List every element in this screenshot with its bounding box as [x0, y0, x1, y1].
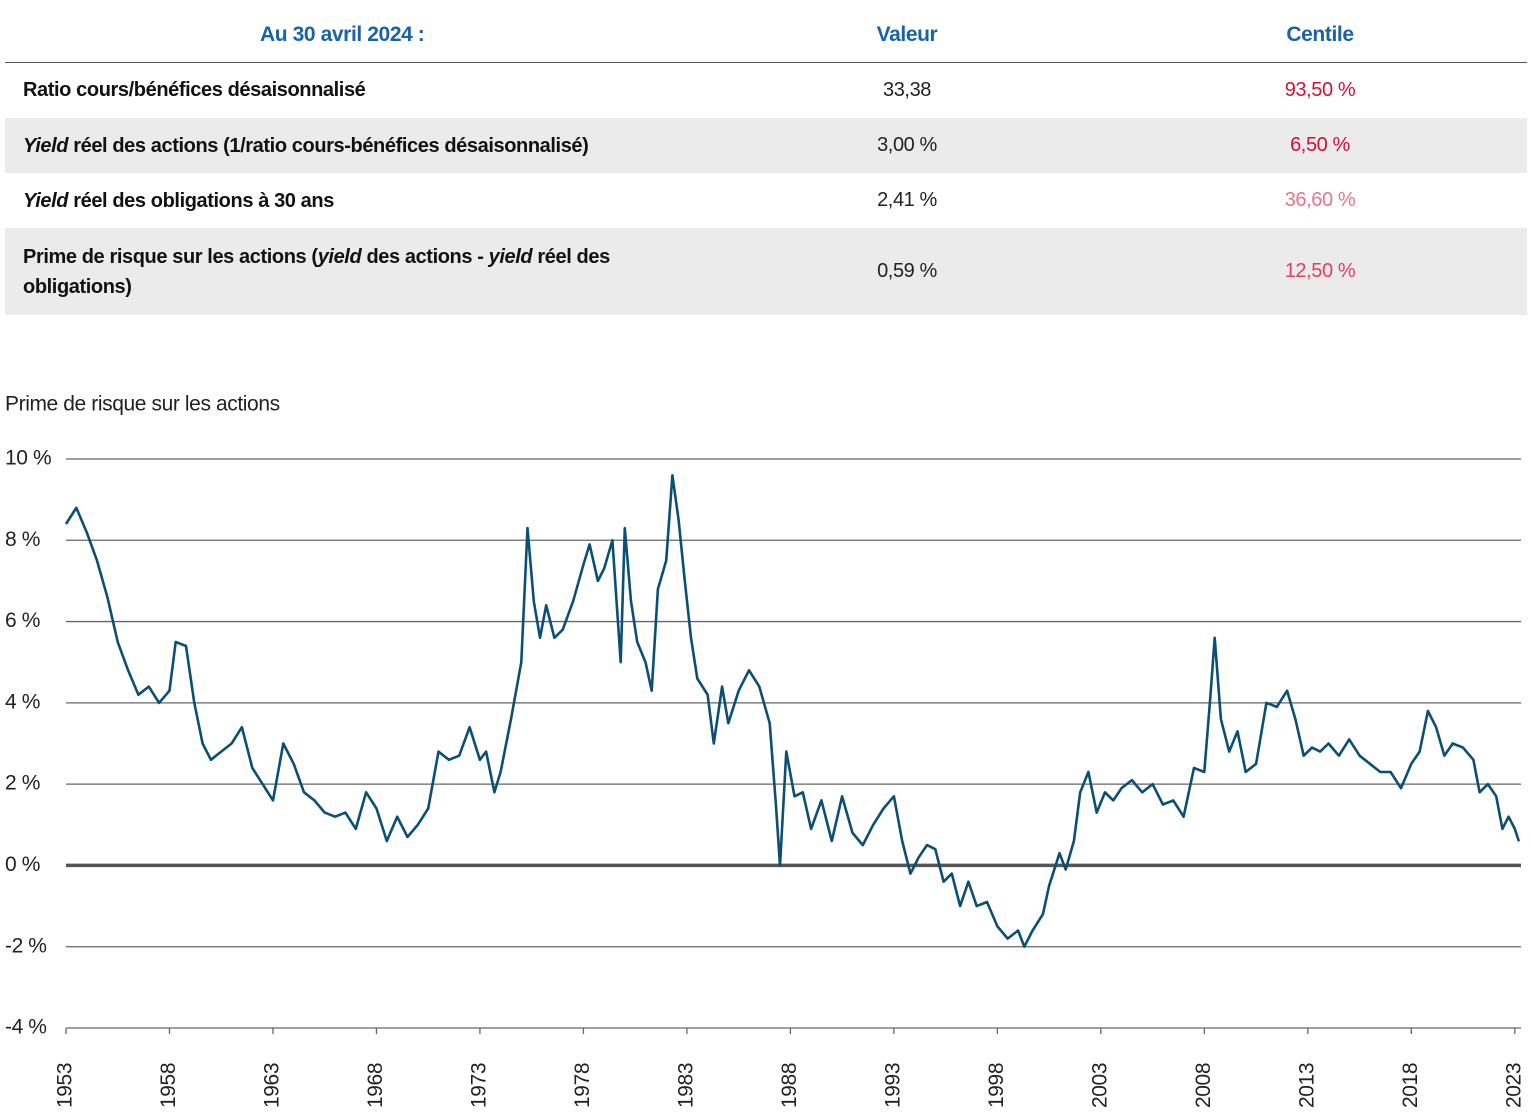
label-part: Yield: [23, 189, 69, 212]
label-part: Ratio cours/bénéfices désaisonnalisé: [23, 79, 366, 101]
y-tick-label: -4 %: [5, 1016, 47, 1039]
row-centile: 36,60 %: [1284, 189, 1356, 211]
x-tick-label: 1953: [54, 1063, 77, 1108]
header-cell: Au 30 avril 2024 :: [260, 23, 425, 46]
table-row: Yield réel des actions (1/ratio cours-bé…: [5, 118, 1527, 173]
y-tick-label: 2 %: [5, 772, 40, 795]
row-label: Yield réel des obligations à 30 ans: [23, 186, 703, 216]
y-tick-label: 6 %: [5, 609, 40, 632]
header-cell: Centile: [1286, 23, 1354, 46]
x-tick-label: 2013: [1295, 1063, 1318, 1108]
y-tick-label: 0 %: [5, 853, 40, 876]
row-centile: 12,50 %: [1284, 260, 1356, 282]
x-tick-label: 1998: [985, 1063, 1008, 1108]
y-tick-label: 10 %: [5, 447, 51, 470]
x-tick-label: 2023: [1502, 1063, 1525, 1108]
row-value: 2,41 %: [877, 189, 937, 211]
label-part: réel des obligations): [23, 245, 610, 298]
x-tick-label: 1978: [571, 1063, 594, 1108]
table-row: Prime de risque sur les actions (yield d…: [5, 228, 1527, 315]
y-tick-label: -2 %: [5, 934, 47, 957]
row-value: 3,00 %: [877, 134, 937, 156]
row-value: 0,59 %: [877, 260, 937, 282]
x-tick-label: 1958: [157, 1063, 180, 1108]
label-part: réel des actions (1/ratio cours-bénéfice…: [68, 134, 589, 157]
y-tick-label: 8 %: [5, 528, 40, 551]
x-tick-label: 1993: [881, 1063, 904, 1108]
row-label: Prime de risque sur les actions (yield d…: [23, 242, 703, 302]
row-label: Ratio cours/bénéfices désaisonnalisé: [23, 75, 703, 105]
x-tick-label: 2008: [1192, 1063, 1215, 1108]
x-tick-label: 1988: [778, 1063, 801, 1108]
row-centile: 93,50 %: [1284, 78, 1356, 101]
table-header: Au 30 avril 2024 : Valeur Centile: [5, 8, 1527, 63]
table-row: Yield réel des obligations à 30 ans 2,41 …: [5, 173, 1527, 228]
label-part: réel des obligations à 30 ans: [68, 189, 334, 212]
y-tick-label: 4 %: [5, 690, 40, 713]
chart-title: Prime de risque sur les actions: [5, 393, 280, 416]
x-tick-label: 1973: [467, 1063, 490, 1108]
header-cell: Valeur: [876, 23, 938, 46]
line-series: [64, 474, 1521, 948]
x-tick-label: 2003: [1088, 1063, 1111, 1108]
table-row: Ratio cours/bénéfices désaisonnalisé 33,3…: [5, 62, 1527, 118]
row-label: Yield réel des actions (1/ratio cours-bé…: [23, 131, 703, 161]
label-part: yield: [317, 245, 362, 268]
label-part: yield: [488, 245, 533, 268]
x-tick-label: 2018: [1399, 1063, 1422, 1108]
row-value: 33,38: [882, 78, 932, 101]
x-tick-label: 1963: [261, 1063, 284, 1108]
x-tick-label: 1968: [364, 1063, 387, 1108]
row-centile: 6,50 %: [1290, 134, 1350, 156]
label-part: des actions -: [361, 245, 489, 268]
label-part: Prime de risque sur les actions (: [23, 245, 318, 268]
label-part: Yield: [23, 134, 69, 157]
x-tick-label: 1983: [674, 1063, 697, 1108]
